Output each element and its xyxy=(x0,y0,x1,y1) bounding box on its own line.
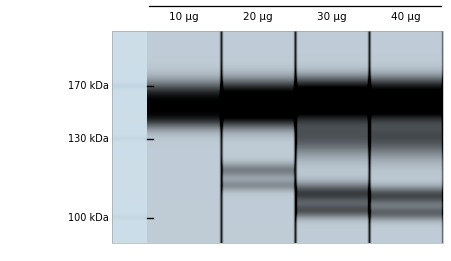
Text: 100 kDa: 100 kDa xyxy=(68,212,109,223)
Text: 130 kDa: 130 kDa xyxy=(68,134,109,144)
Bar xyxy=(112,31,443,243)
Text: 170 kDa: 170 kDa xyxy=(68,81,109,91)
Text: 10 μg: 10 μg xyxy=(169,12,199,22)
Text: 20 μg: 20 μg xyxy=(243,12,273,22)
Text: 40 μg: 40 μg xyxy=(391,12,421,22)
Text: 30 μg: 30 μg xyxy=(317,12,347,22)
